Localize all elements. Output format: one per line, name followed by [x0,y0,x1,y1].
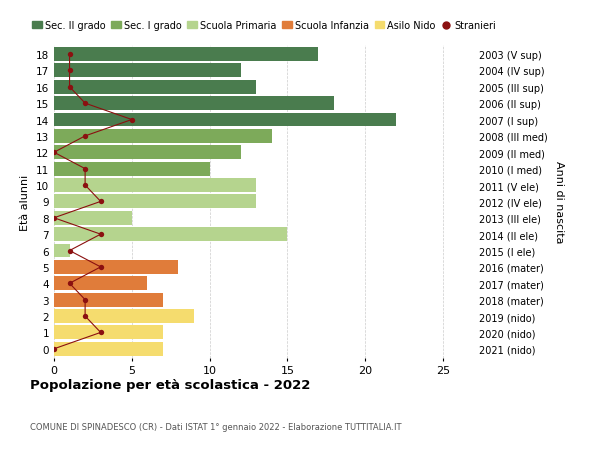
Bar [54,129,272,144]
Bar [54,309,194,323]
Legend: Sec. II grado, Sec. I grado, Scuola Primaria, Scuola Infanzia, Asilo Nido, Stran: Sec. II grado, Sec. I grado, Scuola Prim… [28,17,500,35]
Text: Popolazione per età scolastica - 2022: Popolazione per età scolastica - 2022 [30,379,310,392]
Bar [54,113,396,127]
Bar [54,64,241,78]
Point [80,166,90,173]
Bar [54,244,70,258]
Point [96,198,106,206]
Point [80,297,90,304]
Point [49,149,59,157]
Bar [54,228,287,241]
Text: COMUNE DI SPINADESCO (CR) - Dati ISTAT 1° gennaio 2022 - Elaborazione TUTTITALIA: COMUNE DI SPINADESCO (CR) - Dati ISTAT 1… [30,422,401,431]
Point [80,100,90,107]
Point [49,215,59,222]
Point [127,117,137,124]
Bar [54,48,319,62]
Bar [54,162,209,176]
Bar [54,211,132,225]
Y-axis label: Età alunni: Età alunni [20,174,31,230]
Bar [54,179,256,193]
Point [80,313,90,320]
Point [65,84,74,91]
Bar [54,293,163,307]
Bar [54,195,256,209]
Point [80,182,90,189]
Point [65,51,74,59]
Bar [54,81,256,95]
Point [96,263,106,271]
Point [65,280,74,287]
Y-axis label: Anni di nascita: Anni di nascita [554,161,564,243]
Bar [54,260,178,274]
Bar [54,277,148,291]
Point [96,329,106,336]
Bar [54,97,334,111]
Point [80,133,90,140]
Bar [54,342,163,356]
Bar [54,326,163,340]
Point [96,231,106,238]
Point [49,345,59,353]
Point [65,67,74,75]
Bar [54,146,241,160]
Point [65,247,74,255]
